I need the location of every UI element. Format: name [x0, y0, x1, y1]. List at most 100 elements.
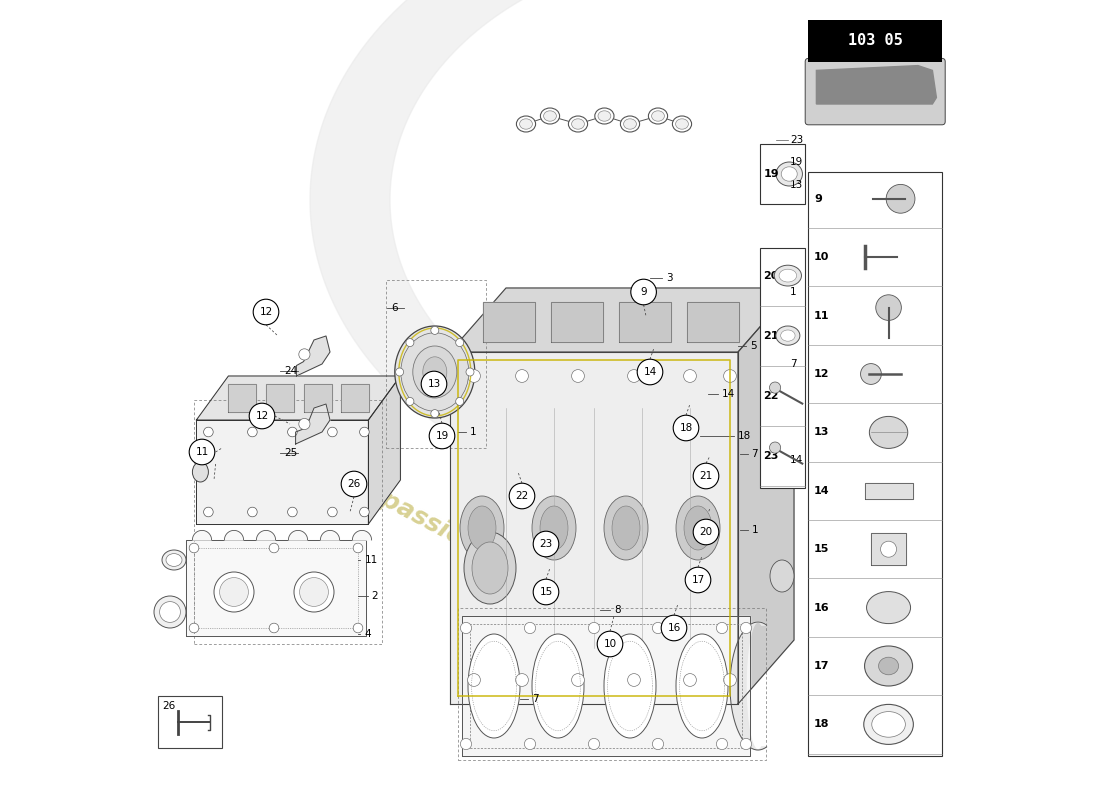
- Circle shape: [628, 674, 640, 686]
- Text: 10: 10: [814, 252, 829, 262]
- Circle shape: [294, 572, 334, 612]
- Ellipse shape: [676, 634, 728, 738]
- Circle shape: [160, 602, 180, 622]
- Circle shape: [534, 579, 559, 605]
- Ellipse shape: [395, 326, 475, 418]
- Ellipse shape: [865, 646, 913, 686]
- Ellipse shape: [624, 118, 637, 130]
- Circle shape: [572, 674, 584, 686]
- Polygon shape: [197, 420, 368, 524]
- Circle shape: [189, 623, 199, 633]
- Ellipse shape: [879, 658, 899, 675]
- Circle shape: [431, 326, 439, 334]
- Text: 16: 16: [814, 602, 829, 613]
- Text: 15: 15: [539, 587, 552, 597]
- Ellipse shape: [604, 634, 656, 738]
- Ellipse shape: [776, 162, 802, 186]
- Ellipse shape: [770, 560, 794, 592]
- Circle shape: [287, 427, 297, 437]
- Circle shape: [431, 410, 439, 418]
- Ellipse shape: [460, 496, 504, 560]
- Circle shape: [740, 738, 751, 750]
- Ellipse shape: [779, 269, 796, 282]
- Polygon shape: [450, 288, 794, 352]
- Ellipse shape: [412, 346, 456, 398]
- Ellipse shape: [532, 496, 576, 560]
- Ellipse shape: [543, 110, 557, 122]
- Ellipse shape: [612, 506, 640, 550]
- Ellipse shape: [781, 166, 798, 182]
- Text: 2: 2: [372, 591, 378, 601]
- Polygon shape: [686, 302, 739, 342]
- Text: 14: 14: [644, 367, 657, 377]
- Circle shape: [328, 507, 338, 517]
- Circle shape: [466, 368, 474, 376]
- Text: 25: 25: [285, 448, 298, 458]
- Text: 23: 23: [790, 135, 803, 145]
- Ellipse shape: [872, 712, 905, 738]
- Bar: [760, 248, 805, 488]
- Circle shape: [716, 622, 727, 634]
- Text: 14: 14: [790, 455, 803, 465]
- Ellipse shape: [540, 108, 560, 124]
- Text: 17: 17: [692, 575, 705, 585]
- Text: 5: 5: [750, 341, 757, 350]
- Text: a passion for cars: a passion for cars: [354, 474, 586, 614]
- Text: 7: 7: [751, 449, 758, 458]
- Circle shape: [287, 507, 297, 517]
- Polygon shape: [341, 384, 370, 412]
- FancyBboxPatch shape: [805, 58, 945, 125]
- Circle shape: [724, 370, 736, 382]
- Circle shape: [455, 398, 464, 406]
- Text: 17: 17: [814, 661, 829, 671]
- Text: 12: 12: [255, 411, 268, 421]
- Text: 15: 15: [814, 544, 829, 554]
- Circle shape: [270, 623, 278, 633]
- Polygon shape: [871, 533, 906, 565]
- Circle shape: [525, 738, 536, 750]
- Text: 24: 24: [285, 366, 298, 376]
- Ellipse shape: [864, 705, 913, 744]
- Circle shape: [685, 567, 711, 593]
- Ellipse shape: [516, 116, 536, 132]
- Polygon shape: [197, 376, 400, 420]
- Ellipse shape: [572, 118, 584, 130]
- Circle shape: [253, 299, 278, 325]
- Polygon shape: [450, 352, 738, 704]
- Polygon shape: [296, 336, 330, 376]
- Circle shape: [652, 738, 663, 750]
- Polygon shape: [738, 288, 794, 704]
- Polygon shape: [229, 384, 256, 412]
- Text: 10: 10: [604, 639, 617, 649]
- Bar: [808, 172, 942, 756]
- Circle shape: [406, 398, 414, 406]
- Circle shape: [421, 371, 447, 397]
- Ellipse shape: [774, 266, 802, 286]
- Polygon shape: [266, 384, 294, 412]
- Circle shape: [770, 382, 781, 394]
- Circle shape: [516, 674, 528, 686]
- FancyBboxPatch shape: [158, 696, 222, 748]
- Ellipse shape: [676, 496, 720, 560]
- Circle shape: [341, 471, 366, 497]
- Ellipse shape: [468, 506, 496, 550]
- Text: 18: 18: [738, 431, 751, 441]
- Polygon shape: [462, 616, 750, 756]
- Circle shape: [588, 622, 600, 634]
- Text: 9: 9: [640, 287, 647, 297]
- Circle shape: [154, 596, 186, 628]
- Circle shape: [534, 531, 559, 557]
- Circle shape: [250, 403, 275, 429]
- Circle shape: [516, 370, 528, 382]
- Text: 7: 7: [532, 694, 539, 704]
- Circle shape: [637, 359, 663, 385]
- Circle shape: [248, 427, 257, 437]
- Circle shape: [630, 279, 657, 305]
- Ellipse shape: [519, 118, 532, 130]
- Text: 11: 11: [814, 310, 829, 321]
- Ellipse shape: [400, 333, 469, 411]
- Circle shape: [652, 622, 663, 634]
- Ellipse shape: [598, 110, 611, 122]
- Circle shape: [860, 363, 881, 385]
- Circle shape: [189, 543, 199, 553]
